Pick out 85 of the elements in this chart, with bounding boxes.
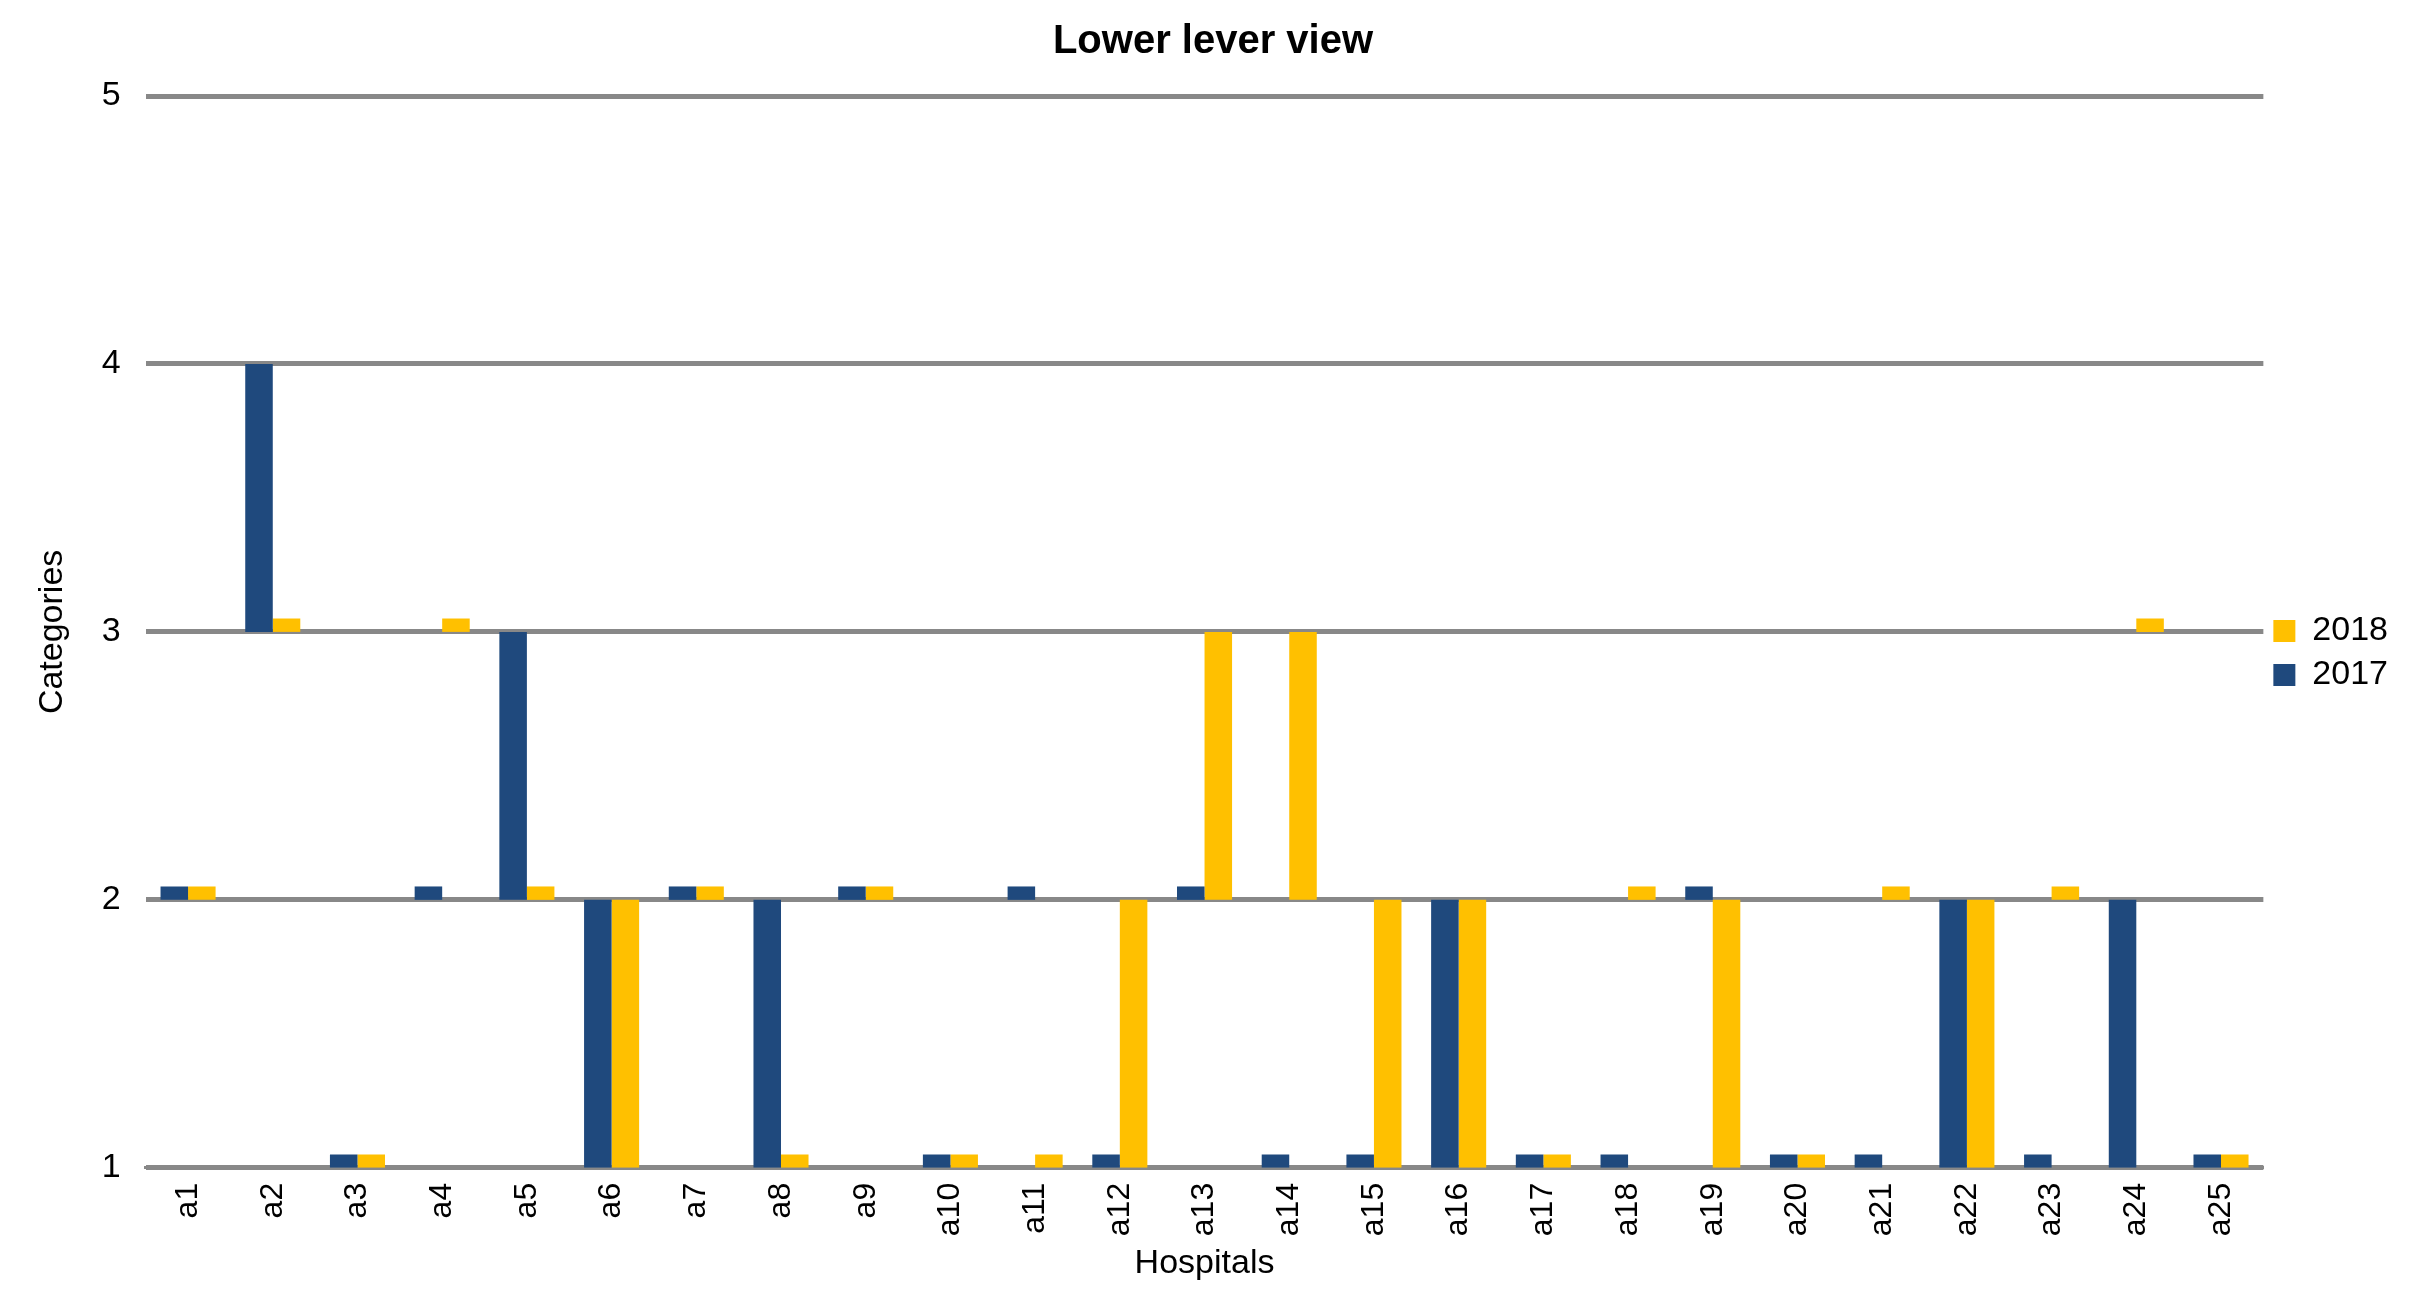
bar — [1119, 899, 1148, 1168]
x-tick-label: a4 — [422, 1182, 459, 1219]
x-tick-label: a11 — [1014, 1182, 1051, 1234]
bar — [2193, 1154, 2222, 1168]
bar — [160, 886, 189, 900]
bar — [414, 886, 443, 900]
bar — [272, 618, 301, 632]
bar — [1458, 899, 1487, 1168]
bar — [696, 886, 724, 900]
bar — [1882, 886, 1910, 900]
bar — [1007, 886, 1036, 900]
bar — [188, 886, 216, 900]
bar — [1966, 899, 1995, 1168]
x-tick-label: a17 — [1523, 1182, 1560, 1237]
bar — [611, 899, 640, 1168]
x-tick-label: a21 — [1862, 1182, 1899, 1237]
bar — [668, 886, 697, 900]
x-tick-label: a2 — [252, 1182, 289, 1219]
bar — [499, 631, 527, 900]
x-tick-label: a7 — [676, 1182, 713, 1219]
bar — [838, 886, 866, 900]
bar — [865, 886, 894, 900]
bar — [1346, 1154, 1374, 1168]
x-tick-label: a12 — [1099, 1182, 1136, 1237]
x-tick-label: a23 — [2031, 1182, 2068, 1237]
y-tick-label: 2 — [101, 878, 121, 917]
x-tick-label: a1 — [167, 1182, 204, 1219]
bar — [2024, 1154, 2052, 1168]
bar — [1289, 631, 1317, 900]
bar — [1035, 1154, 1063, 1168]
bar — [1204, 631, 1233, 900]
x-tick-label: a14 — [1269, 1182, 1306, 1237]
bar — [922, 1154, 951, 1168]
x-tick-label: a24 — [2116, 1182, 2153, 1237]
x-tick-label: a6 — [591, 1182, 628, 1219]
y-tick-label: 1 — [101, 1146, 121, 1185]
bar — [1854, 1154, 1883, 1168]
bar — [1543, 1154, 1571, 1168]
bar — [1261, 1154, 1290, 1168]
bar — [584, 899, 612, 1168]
x-tick-label: a16 — [1438, 1182, 1475, 1237]
bar — [1092, 1154, 1120, 1168]
y-tick-label: 4 — [101, 342, 121, 381]
legend-label: 2017 — [2312, 653, 2388, 692]
x-axis-title: Hospitals — [1134, 1241, 1275, 1280]
x-tick-label: a9 — [845, 1182, 882, 1219]
bar — [1685, 886, 1713, 900]
bar — [2051, 886, 2080, 900]
bar — [2136, 618, 2164, 632]
bar — [1797, 1154, 1826, 1168]
bar — [1515, 1154, 1544, 1168]
bar — [1600, 1154, 1629, 1168]
bar — [1939, 899, 1967, 1168]
bar — [2108, 899, 2137, 1168]
x-tick-label: a25 — [2200, 1182, 2237, 1237]
x-tick-label: a10 — [930, 1182, 967, 1237]
bar — [1628, 886, 1656, 900]
bar — [1769, 1154, 1798, 1168]
bar — [442, 618, 470, 632]
x-tick-label: a19 — [1692, 1182, 1729, 1237]
bar — [1177, 886, 1205, 900]
bar — [1373, 899, 1402, 1168]
bar — [753, 899, 782, 1168]
legend-label: 2018 — [2312, 609, 2388, 648]
bar — [329, 1154, 358, 1168]
y-tick-label: 5 — [101, 74, 121, 113]
chart-title: Lower lever view — [1052, 17, 1374, 62]
x-tick-label: a5 — [506, 1182, 543, 1219]
x-tick-label: a13 — [1184, 1182, 1221, 1237]
x-tick-label: a18 — [1607, 1182, 1644, 1237]
bar — [526, 886, 555, 900]
x-tick-label: a3 — [337, 1182, 374, 1219]
bar — [1712, 899, 1741, 1168]
bar — [1431, 899, 1459, 1168]
y-tick-label: 3 — [101, 610, 121, 649]
y-axis-title: Categories — [30, 549, 69, 715]
bar — [357, 1154, 385, 1168]
bar — [2221, 1154, 2249, 1168]
bar — [245, 363, 273, 632]
bar — [781, 1154, 809, 1168]
x-tick-label: a15 — [1353, 1182, 1390, 1237]
x-tick-label: a20 — [1777, 1182, 1814, 1237]
x-tick-label: a22 — [1946, 1182, 1983, 1237]
x-tick-label: a8 — [760, 1182, 797, 1219]
bar — [950, 1154, 978, 1168]
